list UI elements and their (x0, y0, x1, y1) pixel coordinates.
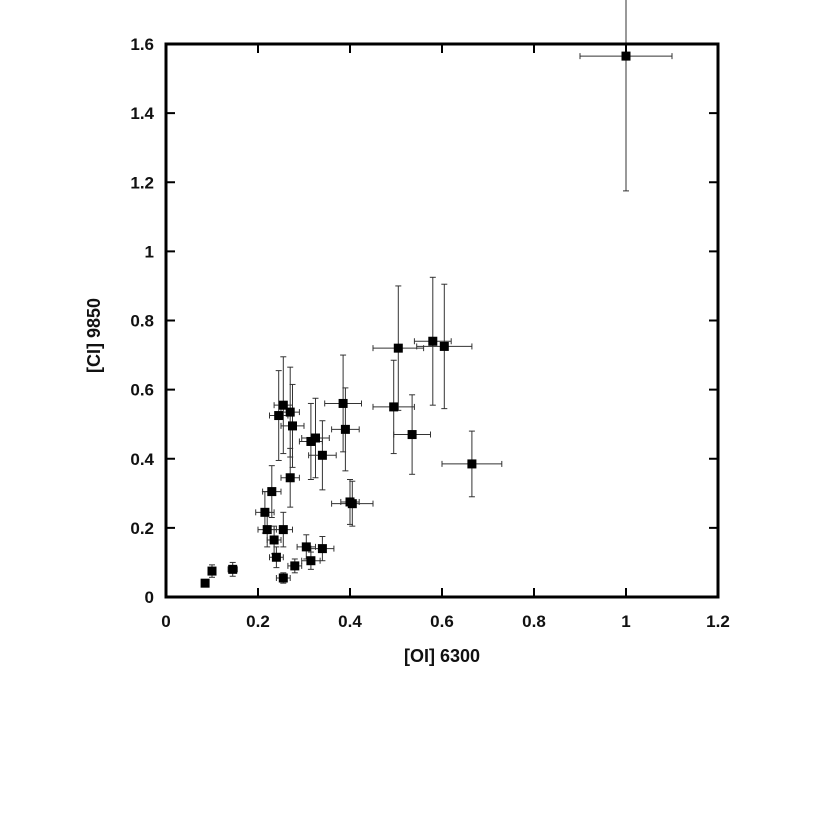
x-tick-labels: 0 0.2 0.4 0.6 0.8 1 1.2 (161, 612, 730, 631)
y-tick-label: 1.4 (130, 104, 154, 123)
y-tick-labels: 0 0.2 0.4 0.6 0.8 1 1.2 1.4 1.6 (130, 35, 154, 607)
y-axis-title: [CI] 9850 (84, 298, 104, 373)
data-point (228, 564, 238, 574)
data-point (274, 411, 284, 421)
data-point (393, 343, 403, 353)
x-tick-label: 0.6 (430, 612, 454, 631)
data-point (439, 341, 449, 351)
data-point (285, 407, 295, 417)
data-point (269, 535, 279, 545)
y-tick-label: 1.2 (130, 173, 154, 192)
x-tick-label: 1 (621, 612, 630, 631)
data-point (311, 433, 320, 443)
data-point (338, 398, 348, 408)
data-point (288, 421, 297, 431)
data-point (278, 525, 288, 535)
data-point (467, 459, 477, 469)
data-point (200, 578, 210, 588)
axis-ticks (165, 43, 719, 598)
data-point (262, 525, 272, 535)
data-point (207, 566, 217, 576)
x-tick-label: 1.2 (706, 612, 730, 631)
x-axis-title: [OI] 6300 (404, 646, 480, 666)
y-tick-label: 0.8 (130, 312, 154, 331)
y-tick-label: 0.2 (130, 519, 154, 538)
data-point (271, 552, 281, 562)
y-tick-label: 0 (145, 588, 154, 607)
error-bars (201, 0, 673, 588)
data-point (317, 544, 327, 554)
data-point (306, 436, 316, 446)
y-tick-label: 0.6 (130, 381, 154, 400)
plot-frame (164, 42, 720, 599)
x-tick-label: 0 (161, 612, 170, 631)
data-point (317, 450, 327, 460)
data-point (260, 507, 270, 517)
x-tick-label: 0.2 (246, 612, 270, 631)
data-points (200, 51, 631, 588)
x-tick-label: 0.4 (338, 612, 362, 631)
data-point (278, 400, 288, 410)
y-tick-label: 0.4 (130, 450, 154, 469)
data-point (340, 424, 350, 434)
data-point (428, 336, 438, 346)
data-point (345, 497, 355, 507)
data-point (621, 51, 631, 61)
data-point (389, 402, 399, 412)
data-point (301, 542, 311, 552)
data-point (267, 487, 277, 497)
data-point (407, 430, 417, 440)
data-point (285, 473, 295, 483)
data-point (290, 561, 300, 571)
data-point (278, 573, 288, 583)
y-tick-label: 1 (145, 242, 154, 261)
error-bar (310, 536, 335, 562)
error-bar (579, 0, 673, 192)
x-tick-label: 0.8 (522, 612, 546, 631)
y-tick-label: 1.6 (130, 35, 154, 54)
data-point (306, 556, 316, 566)
